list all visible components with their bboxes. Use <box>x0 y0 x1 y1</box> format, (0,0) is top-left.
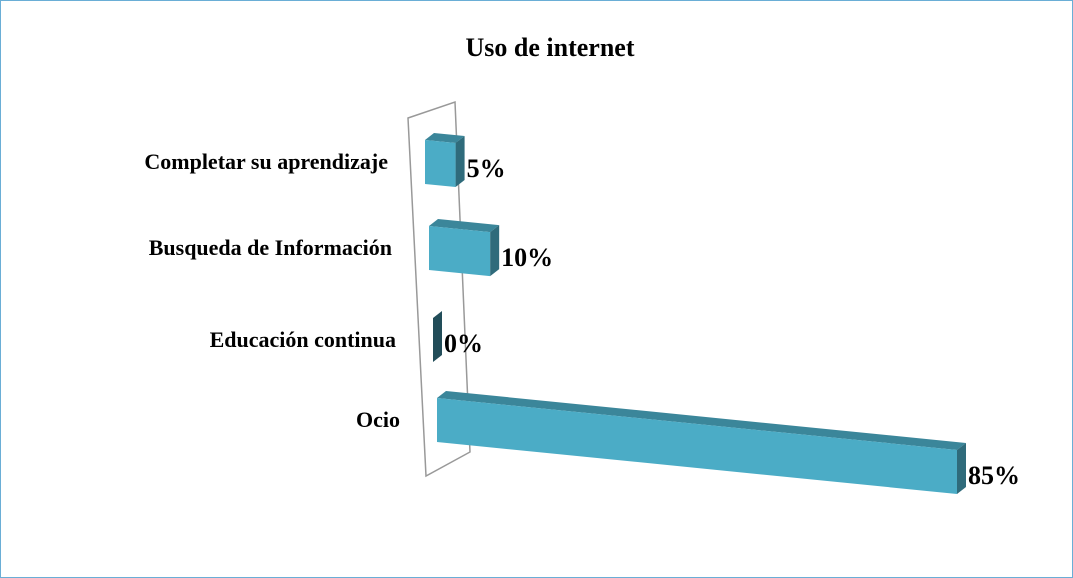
bar-top <box>437 391 966 450</box>
bar-end <box>957 443 966 494</box>
category-label: Educación continua <box>210 327 396 352</box>
bar-top <box>425 133 465 144</box>
bar-end <box>433 311 442 362</box>
value-label: 10% <box>501 243 553 272</box>
value-label: 0% <box>444 329 483 358</box>
value-label: 5% <box>467 154 506 183</box>
bar-end <box>490 225 500 277</box>
chart-title: Uso de internet <box>466 33 635 62</box>
bar <box>437 398 957 494</box>
bar <box>425 140 456 188</box>
bar <box>429 226 491 277</box>
back-wall <box>407 100 471 478</box>
category-label: Ocio <box>356 407 400 432</box>
category-label: Completar su aprendizaje <box>144 149 388 174</box>
bar-top <box>429 219 500 233</box>
value-label: 85% <box>968 461 1020 490</box>
bar-end <box>455 136 465 188</box>
category-label: Busqueda de Información <box>149 235 392 260</box>
